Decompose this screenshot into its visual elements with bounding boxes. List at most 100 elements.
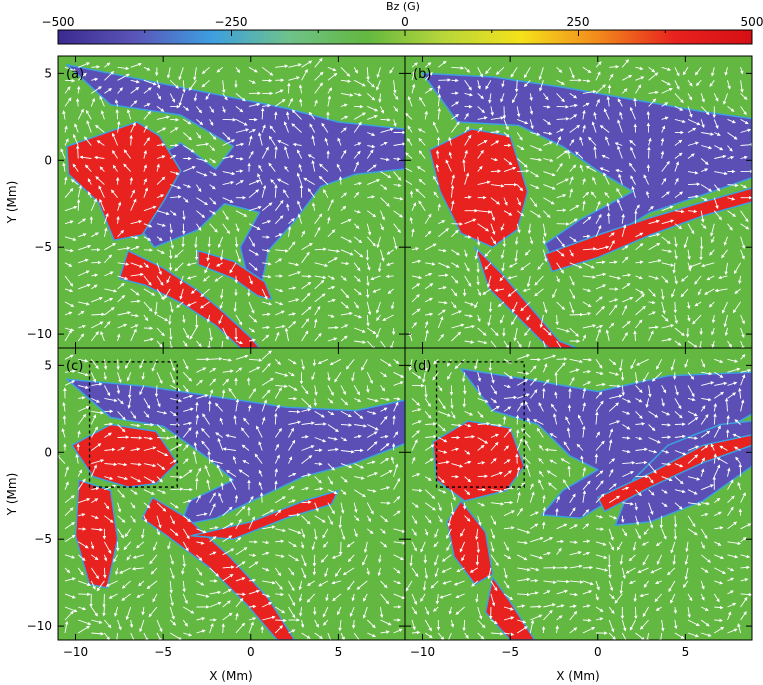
field-vector [189, 327, 197, 340]
field-vector [288, 298, 300, 303]
field-vector [234, 275, 238, 284]
field-vector [274, 145, 278, 159]
field-vector [556, 539, 565, 544]
field-vector [116, 215, 120, 224]
field-vector [62, 110, 66, 120]
field-vector [90, 198, 97, 211]
field-vector [129, 176, 134, 185]
field-vector [76, 198, 81, 211]
field-vector [201, 66, 210, 74]
field-vector [130, 272, 144, 277]
field-vector [261, 66, 274, 76]
field-vector [327, 298, 336, 303]
field-vector [117, 282, 125, 290]
field-vector [156, 93, 162, 100]
field-vector [169, 301, 174, 313]
field-vector [74, 123, 79, 133]
y-axis-label-top: Y (Mm) [5, 181, 19, 225]
field-vector [366, 67, 370, 81]
field-vector [327, 229, 336, 238]
field-vector [380, 141, 388, 146]
field-vector [169, 93, 175, 103]
field-vector [183, 119, 192, 125]
field-vector [167, 314, 172, 326]
field-vector [222, 106, 226, 114]
field-vector [75, 98, 80, 107]
field-vector [222, 171, 236, 176]
field-vector [353, 236, 363, 244]
field-vector [314, 332, 322, 342]
field-vector [340, 236, 353, 243]
field-vector [488, 301, 493, 313]
y-tick-label: 0 [44, 445, 52, 459]
field-vector [286, 203, 290, 211]
field-vector [318, 175, 329, 185]
field-vector [235, 340, 244, 345]
horizontal-field-vectors [405, 59, 752, 348]
colorbar-ticks [57, 30, 753, 36]
field-vector [248, 327, 256, 333]
field-vector [275, 258, 283, 264]
colorbar-tick-label: 0 [401, 15, 409, 29]
y-tick-label: 0 [44, 153, 52, 167]
field-vector [117, 323, 128, 329]
field-vector [143, 187, 149, 198]
field-vector [179, 275, 184, 285]
field-vector [64, 262, 73, 267]
field-vector [353, 150, 361, 159]
field-vector [314, 275, 327, 280]
field-vector [288, 218, 295, 225]
field-vector [196, 119, 204, 126]
field-vector [209, 119, 214, 126]
field-vector [416, 166, 426, 172]
field-vector [117, 229, 125, 238]
field-vector [424, 329, 429, 342]
y-tick-label: −10 [27, 327, 52, 341]
field-vector [405, 179, 413, 185]
field-vector [214, 275, 223, 282]
field-vector [117, 246, 131, 251]
field-vector [143, 288, 156, 296]
field-vector [181, 223, 186, 235]
field-vector [476, 262, 480, 273]
field-vector [205, 93, 210, 101]
field-vector [411, 62, 418, 68]
field-vector [209, 158, 217, 164]
field-vector [104, 307, 115, 316]
field-vector [183, 184, 192, 188]
field-vector [366, 236, 376, 247]
field-vector [288, 63, 302, 68]
field-vector [327, 314, 335, 318]
field-vector [308, 111, 316, 120]
field-vector [183, 106, 190, 111]
field-vector [418, 178, 426, 185]
field-vector [196, 142, 210, 147]
field-vector [582, 618, 592, 623]
field-vector [393, 223, 401, 234]
field-vector [312, 567, 317, 576]
field-vector [376, 314, 381, 322]
field-vector [64, 138, 69, 146]
field-vector [309, 123, 316, 133]
field-vector [477, 474, 488, 479]
field-vector [262, 301, 273, 306]
field-vector [411, 294, 420, 303]
field-vector [327, 216, 331, 224]
field-vector [268, 162, 276, 172]
field-vector [380, 106, 384, 114]
field-vector [261, 124, 266, 133]
field-vector [143, 178, 147, 185]
field-vector [176, 301, 184, 308]
field-vector [327, 87, 333, 94]
field-vector [78, 324, 87, 329]
field-vector [288, 312, 296, 316]
field-vector [143, 79, 157, 86]
field-vector [123, 163, 132, 172]
field-vector [319, 163, 329, 172]
field-vector [367, 179, 381, 186]
field-vector [156, 143, 166, 147]
field-vector [64, 236, 77, 241]
field-vector [221, 340, 224, 348]
field-vector [170, 171, 180, 176]
